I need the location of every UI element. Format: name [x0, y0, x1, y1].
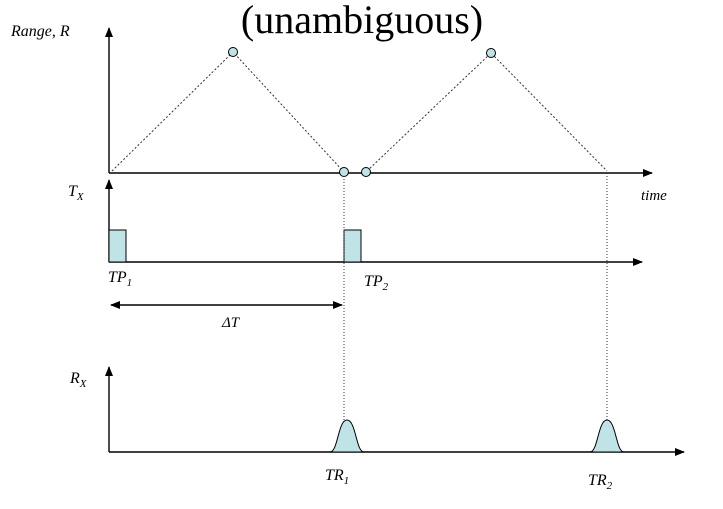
range-profile-1 [111, 51, 344, 172]
pulse-label-1: TP1 [108, 269, 132, 289]
range-profile-2 [366, 52, 608, 172]
diagram-title: (unambiguous) [241, 0, 483, 42]
echo-label-1: TR1 [325, 467, 349, 487]
launch-marker-2 [361, 167, 371, 177]
transmit-pulse-2 [343, 229, 362, 263]
transmit-pulse-1 [108, 229, 127, 263]
rx-label: RX [69, 370, 88, 390]
echo-pulse-2 [589, 419, 625, 453]
pulse-label-2: TP2 [364, 273, 389, 293]
time-label: time [641, 188, 667, 204]
interval-label: ΔT [221, 315, 241, 331]
tx-label: TX [68, 183, 85, 203]
peak-marker-2 [486, 48, 496, 58]
peak-marker-1 [228, 47, 238, 57]
range-axis-label: Range, R [10, 23, 70, 40]
return-marker-1 [339, 167, 349, 177]
echo-label-2: TR2 [588, 472, 613, 492]
echo-pulse-1 [329, 419, 365, 453]
